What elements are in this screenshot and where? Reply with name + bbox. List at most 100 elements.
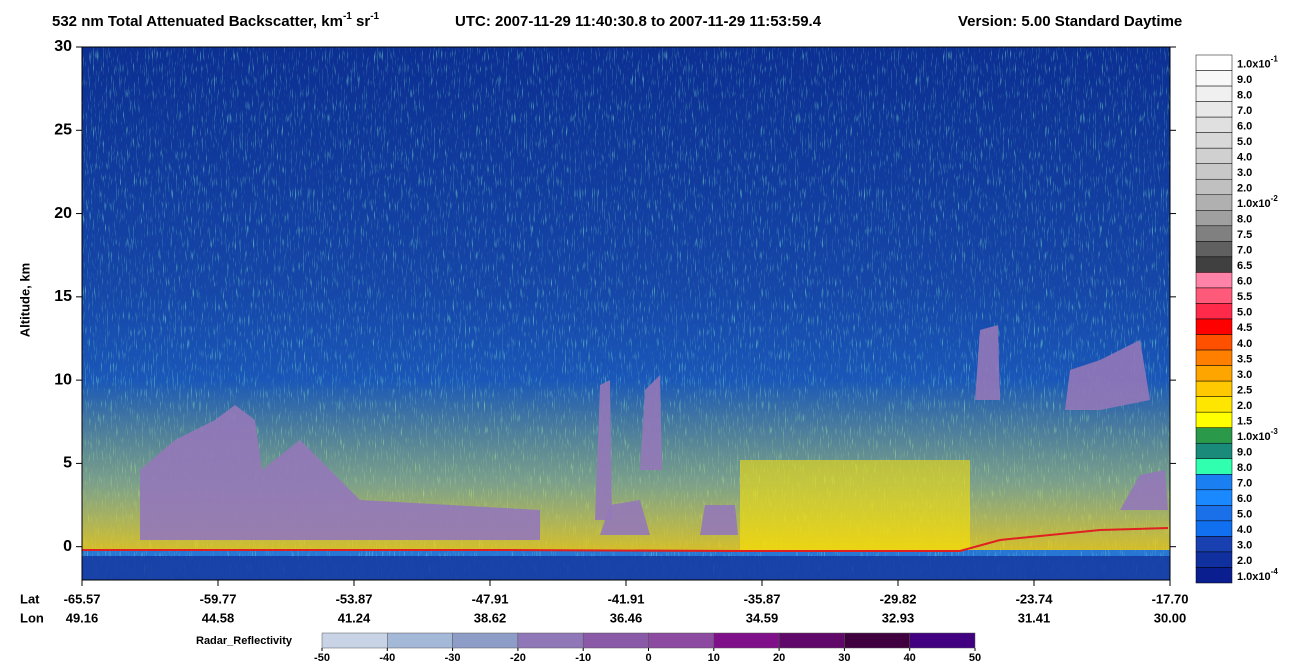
colorbar-swatch	[1195, 411, 1233, 428]
colorbar-label: 5.5	[1237, 291, 1252, 303]
x-row-name: Lat	[20, 591, 40, 606]
x-row-name: Lon	[20, 610, 44, 625]
colorbar-label-exp: -4	[1271, 567, 1279, 576]
colorbar-swatch	[1195, 334, 1233, 351]
colorbar-swatch	[1195, 474, 1233, 491]
title-main: 532 nm Total Attenuated Backscatter, km	[52, 13, 343, 30]
title-mid: sr	[352, 13, 371, 30]
colorbar-label: 4.0	[1237, 151, 1252, 163]
colorbar-label: 5.0	[1237, 307, 1252, 319]
colorbar-label: 8.0	[1237, 89, 1252, 101]
subsurface	[82, 556, 1170, 580]
radar-tick-label: 50	[969, 652, 981, 664]
colorbar-label: 2.0	[1237, 182, 1252, 194]
aerosol	[740, 460, 970, 550]
radar-tick-label: -30	[445, 652, 461, 664]
colorbar-label-base: 1.0x10	[1237, 431, 1271, 443]
colorbar-swatch	[1195, 442, 1233, 460]
radar-swatch	[452, 632, 519, 649]
x-tick-label: -59.77	[200, 591, 237, 606]
radar-tick-label: -20	[510, 652, 526, 664]
colorbar-label: 5.0	[1237, 136, 1252, 148]
colorbar-swatch	[1195, 551, 1233, 568]
radar-tick-label: -10	[575, 652, 591, 664]
colorbar-swatch	[1195, 210, 1233, 227]
colorbar-label: 4.5	[1237, 322, 1252, 334]
colorbar-label-exp: -1	[1271, 54, 1279, 63]
colorbar-label: 7.0	[1237, 478, 1252, 490]
x-tick-label: 49.16	[66, 610, 99, 625]
x-tick-label: 34.59	[746, 610, 779, 625]
x-tick-label: -41.91	[608, 591, 645, 606]
colorbar-swatch	[1195, 505, 1233, 522]
colorbar-label: 1.5	[1237, 415, 1252, 427]
radar-swatch	[713, 632, 780, 649]
colorbar-swatch	[1195, 132, 1233, 149]
radar-swatch	[321, 632, 388, 649]
colorbar-label: 9.0	[1237, 446, 1252, 458]
colorbar-label: 1.0x10-2	[1237, 194, 1278, 210]
x-tick-label: -29.82	[880, 591, 917, 606]
x-tick-label: -17.70	[1152, 591, 1189, 606]
cloud	[140, 405, 540, 540]
x-tick-label: -35.87	[744, 591, 781, 606]
colorbar-label: 3.0	[1237, 167, 1252, 179]
colorbar-swatch	[1195, 272, 1233, 289]
colorbar-swatch	[1195, 396, 1233, 413]
x-tick-label: 32.93	[882, 610, 915, 625]
x-tick-label: -65.57	[64, 591, 101, 606]
colorbar-swatch	[1195, 380, 1233, 397]
radar-swatch	[648, 632, 715, 649]
cloud	[595, 375, 662, 520]
colorbar-label-exp: -3	[1271, 427, 1279, 436]
colorbar-label: 2.0	[1237, 555, 1252, 567]
cloud	[975, 325, 1150, 410]
colorbar-swatch	[1195, 318, 1233, 335]
x-tick-label: -47.91	[472, 591, 509, 606]
colorbar-label: 7.0	[1237, 105, 1252, 117]
colorbar-swatch	[1195, 101, 1233, 118]
radar-swatch	[844, 632, 910, 649]
y-tick-label: 25	[54, 122, 72, 139]
colorbar-label: 5.0	[1237, 509, 1252, 521]
colorbar-swatch	[1195, 85, 1233, 102]
version: Version: 5.00 Standard Daytime	[958, 13, 1182, 30]
colorbar-swatch	[1195, 147, 1233, 164]
title: 532 nm Total Attenuated Backscatter, km-…	[52, 11, 1182, 30]
title-text: 532 nm Total Attenuated Backscatter, km-…	[52, 11, 380, 30]
colorbar-label: 7.5	[1237, 229, 1252, 241]
y-axis-label: Altitude, km	[17, 263, 32, 337]
colorbar-swatch	[1195, 520, 1233, 537]
colorbar-swatch	[1195, 287, 1233, 304]
radar-tick-label: 0	[645, 652, 651, 664]
radar-swatch	[909, 632, 976, 649]
title-sup: -1	[343, 11, 352, 22]
colorbar-label: 6.0	[1237, 493, 1252, 505]
colorbar-swatch	[1195, 489, 1233, 506]
y-tick-label: 20	[54, 205, 72, 222]
x-tick-label: -23.74	[1016, 591, 1054, 606]
colorbar-swatch	[1195, 303, 1233, 320]
colorbar-swatch	[1195, 163, 1233, 180]
radar-swatch	[582, 632, 649, 649]
colorbar-swatch	[1195, 458, 1233, 475]
colorbar-label-base: 1.0x10	[1237, 571, 1271, 583]
colorbar-label: 8.0	[1237, 462, 1252, 474]
y-tick-label: 10	[54, 371, 72, 388]
y-tick-label: 5	[63, 455, 72, 472]
radar-colorbar-title: Radar_Reflectivity	[196, 635, 293, 647]
colorbar-swatch	[1195, 241, 1233, 258]
time-range: UTC: 2007-11-29 11:40:30.8 to 2007-11-29…	[455, 13, 822, 30]
colorbar-swatch	[1195, 349, 1233, 366]
colorbar-swatch	[1195, 567, 1233, 584]
radar-swatch	[778, 632, 845, 649]
colorbar-swatch	[1195, 70, 1233, 87]
colorbar-label: 4.0	[1237, 338, 1252, 350]
surface	[82, 527, 1169, 552]
colorbar-label: 2.0	[1237, 400, 1252, 412]
x-tick-label: 41.24	[338, 610, 371, 625]
x-tick-label: 44.58	[202, 610, 235, 625]
radar-tick-label: 20	[773, 652, 785, 664]
y-tick-label: 30	[54, 38, 72, 55]
